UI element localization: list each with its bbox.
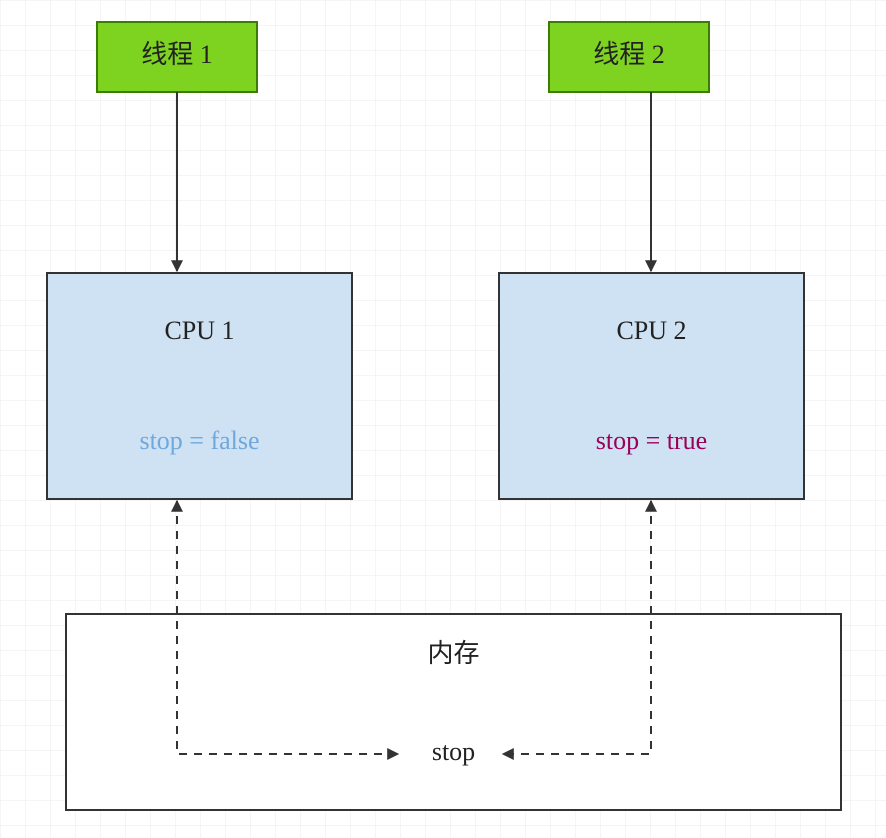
thread2-label: 线程 2 xyxy=(593,40,665,69)
memory-box: 内存 stop xyxy=(66,614,841,810)
thread2-box: 线程 2 xyxy=(549,22,709,92)
thread1-box: 线程 1 xyxy=(97,22,257,92)
memory-stop-label: stop xyxy=(432,737,475,766)
cpu1-value: stop = false xyxy=(139,426,259,455)
memory-title: 内存 xyxy=(427,639,479,668)
cpu2-value: stop = true xyxy=(596,426,707,455)
cpu2-title: CPU 2 xyxy=(616,316,686,345)
cpu-memory-diagram: 线程 1 线程 2 CPU 1 stop = false CPU 2 stop = tru… xyxy=(0,0,886,838)
thread1-label: 线程 1 xyxy=(141,40,213,69)
cpu2-box: CPU 2 stop = true xyxy=(499,273,804,499)
cpu1-title: CPU 1 xyxy=(164,316,234,345)
cpu1-box: CPU 1 stop = false xyxy=(47,273,352,499)
